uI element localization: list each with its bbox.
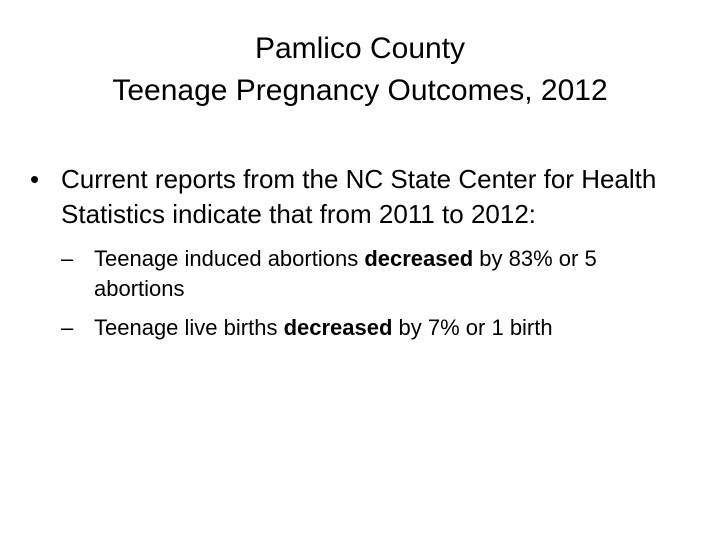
sub-bullet-abortions: – Teenage induced abortions decreased by… <box>61 244 654 304</box>
sub-bullet-emphasis: decreased <box>364 246 474 271</box>
slide-body: • Current reports from the NC State Cent… <box>30 162 690 352</box>
sub-bullet-list: – Teenage induced abortions decreased by… <box>30 244 690 343</box>
slide-title: Pamlico County Teenage Pregnancy Outcome… <box>0 28 720 112</box>
sub-bullet-emphasis: decreased <box>283 315 393 340</box>
sub-bullet-births: – Teenage live births decreased by 7% or… <box>61 313 654 343</box>
dash-icon: – <box>61 246 74 271</box>
sub-bullet-text-after: by 83% or 5 abortions <box>94 246 597 301</box>
main-bullet-text: Current reports from the NC State Center… <box>61 164 657 229</box>
dash-icon: – <box>61 315 74 340</box>
sub-bullet-text-before: Teenage induced abortions <box>94 246 365 271</box>
sub-bullet-text-before: Teenage live births <box>94 315 284 340</box>
title-line-1: Pamlico County <box>254 32 466 65</box>
main-bullet: • Current reports from the NC State Cent… <box>30 162 690 232</box>
bullet-dot-icon: • <box>30 164 40 194</box>
sub-bullet-text-after: by 7% or 1 birth <box>392 315 553 340</box>
title-line-2: Teenage Pregnancy Outcomes, 2012 <box>112 74 608 107</box>
